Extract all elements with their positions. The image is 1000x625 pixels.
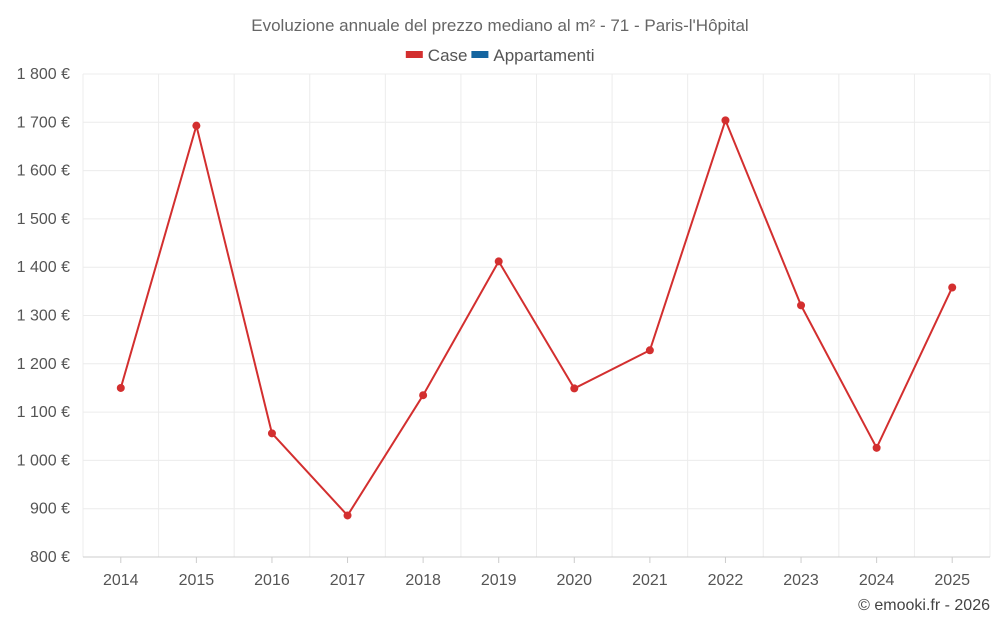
data-point[interactable]: [494, 257, 503, 266]
chart-title: Evoluzione annuale del prezzo mediano al…: [251, 16, 748, 35]
y-axis: 800 € 900 € 1 000 € 1 100 € 1 200 € 1 300 € 1 …: [17, 66, 70, 566]
x-tick-label: 2021: [632, 572, 668, 589]
y-tick-label: 1 500 €: [17, 211, 70, 228]
data-point[interactable]: [797, 301, 806, 310]
legend-item[interactable]: Case: [405, 46, 468, 65]
y-tick-label: 900 €: [30, 501, 70, 518]
legend-swatch: [405, 51, 423, 58]
data-point[interactable]: [948, 283, 957, 292]
y-tick-label: 1 100 €: [17, 404, 70, 421]
x-tick-label: 2023: [783, 572, 819, 589]
data-point[interactable]: [419, 391, 428, 400]
y-tick-label: 1 200 €: [17, 356, 70, 373]
x-axis: 2014 2015 2016 2017 2018 2019 2020 2021 2022 2023…: [83, 556, 990, 589]
x-tick-label: 2020: [556, 572, 592, 589]
x-tick-label: 2025: [934, 572, 970, 589]
data-point[interactable]: [872, 443, 881, 452]
x-tick-label: 2014: [103, 572, 139, 589]
series-group: [116, 116, 957, 520]
x-tick-label: 2022: [708, 572, 744, 589]
data-point[interactable]: [570, 384, 579, 393]
data-point[interactable]: [267, 429, 276, 438]
series-line: [119, 119, 954, 517]
legend-label: Appartamenti: [493, 46, 594, 65]
y-tick-label: 1 800 €: [17, 66, 70, 83]
legend-item[interactable]: Appartamenti: [471, 46, 595, 65]
data-point[interactable]: [343, 511, 352, 520]
y-tick-label: 800 €: [30, 549, 70, 566]
data-point[interactable]: [645, 346, 654, 355]
y-tick-label: 1 600 €: [17, 163, 70, 180]
y-tick-label: 1 300 €: [17, 308, 70, 325]
x-tick-label: 2019: [481, 572, 517, 589]
legend-swatch: [471, 51, 489, 58]
x-tick-label: 2018: [405, 572, 441, 589]
legend-label: Case: [428, 46, 468, 65]
x-tick-label: 2024: [859, 572, 895, 589]
gridlines: [82, 73, 991, 558]
data-point[interactable]: [721, 116, 730, 125]
data-point[interactable]: [192, 121, 201, 130]
y-tick-label: 1 000 €: [17, 452, 70, 469]
x-tick-label: 2016: [254, 572, 290, 589]
credit-text: © emooki.fr - 2026: [858, 597, 990, 614]
x-tick-label: 2017: [330, 572, 366, 589]
chart-legend: Case Appartamenti: [405, 46, 595, 65]
data-point[interactable]: [116, 383, 125, 392]
x-tick-label: 2015: [179, 572, 215, 589]
y-tick-label: 1 700 €: [17, 114, 70, 131]
y-tick-label: 1 400 €: [17, 259, 70, 276]
